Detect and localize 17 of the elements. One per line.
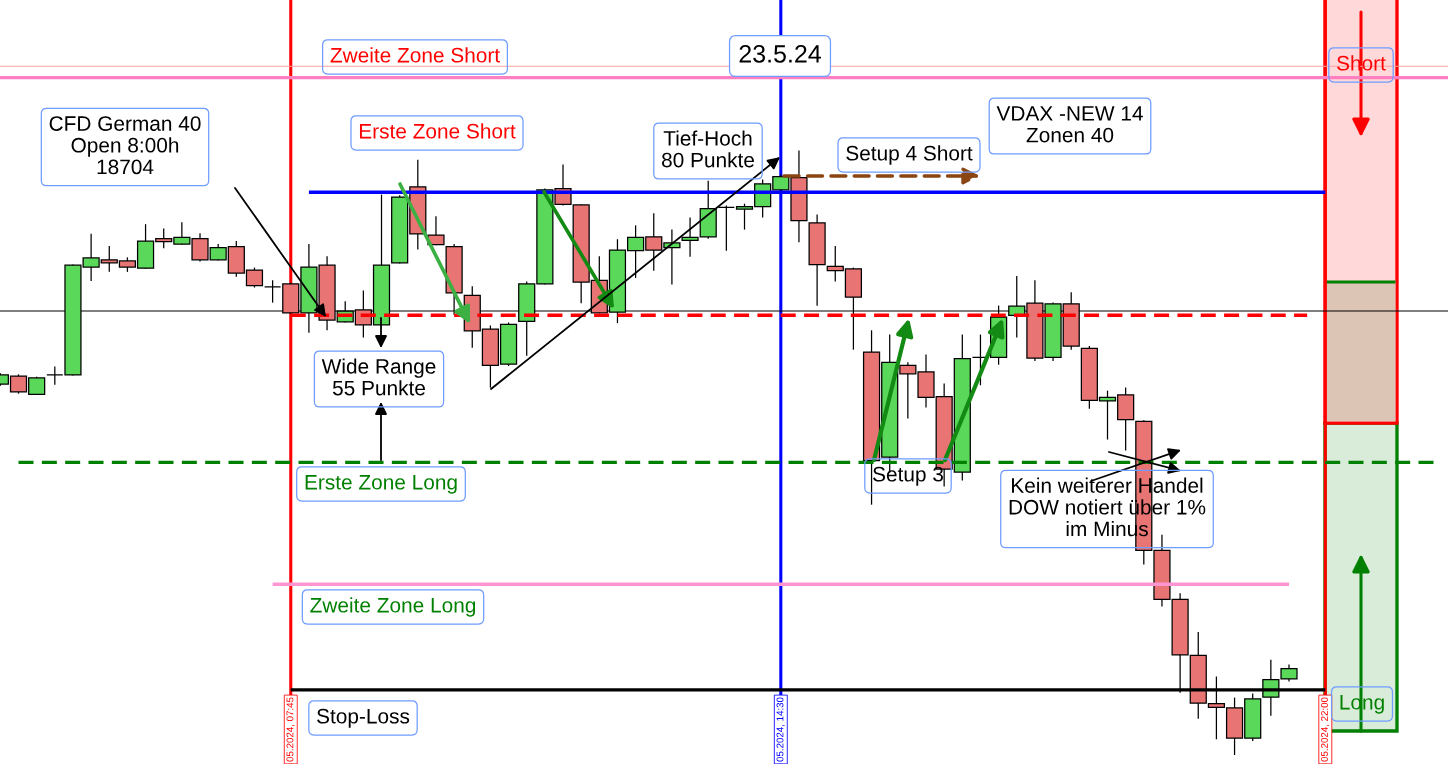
text: 23.5.24	[739, 45, 821, 63]
text: Short	[1337, 55, 1386, 71]
x-tick-label: 05.2024, 22:00	[1321, 697, 1330, 762]
annotation: Zweite Zone Long	[310, 597, 476, 617]
annotation: Stop-Loss	[317, 708, 410, 728]
ref-line-label: Zweite Zone Short	[330, 47, 500, 63]
text: VDAX -NEW 14 Zonen 40	[996, 106, 1143, 143]
annotation: Wide Range 55 Punkte	[321, 358, 436, 396]
annotation: Setup 3	[873, 466, 943, 486]
annotation: Erste Zone Long	[305, 475, 457, 494]
candlestick	[717, 205, 735, 251]
x-tick-label: 05.2024, 07:45	[286, 697, 295, 762]
annotation: Setup 4 Short	[846, 145, 973, 165]
x-tick-label: 05.2024, 14:30	[776, 697, 785, 762]
annotation: Tief-Hoch 80 Punkte	[662, 130, 754, 168]
annotation: CFD German 40 Open 8:00h 18704	[49, 116, 201, 175]
text: Erste Zone Short	[359, 123, 516, 139]
